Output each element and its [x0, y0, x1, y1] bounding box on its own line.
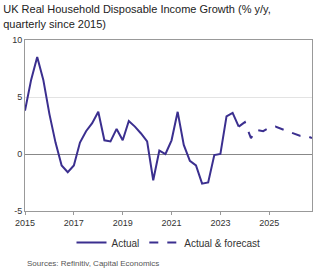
- svg-text:Actual & forecast: Actual & forecast: [184, 238, 260, 249]
- svg-text:10: 10: [12, 35, 22, 45]
- svg-text:2021: 2021: [162, 218, 182, 228]
- svg-text:2025: 2025: [259, 218, 279, 228]
- svg-text:2017: 2017: [64, 218, 84, 228]
- svg-text:2019: 2019: [113, 218, 133, 228]
- svg-text:Sources: Refinitiv, Capital Ec: Sources: Refinitiv, Capital Economics: [27, 259, 159, 268]
- svg-text:-5: -5: [14, 206, 22, 216]
- svg-text:2015: 2015: [15, 218, 35, 228]
- svg-text:5: 5: [17, 92, 22, 102]
- svg-text:Actual: Actual: [112, 238, 140, 249]
- svg-text:2023: 2023: [210, 218, 230, 228]
- svg-text:UK Real Household Disposable I: UK Real Household Disposable Income Grow…: [3, 3, 271, 29]
- svg-text:0: 0: [17, 149, 22, 159]
